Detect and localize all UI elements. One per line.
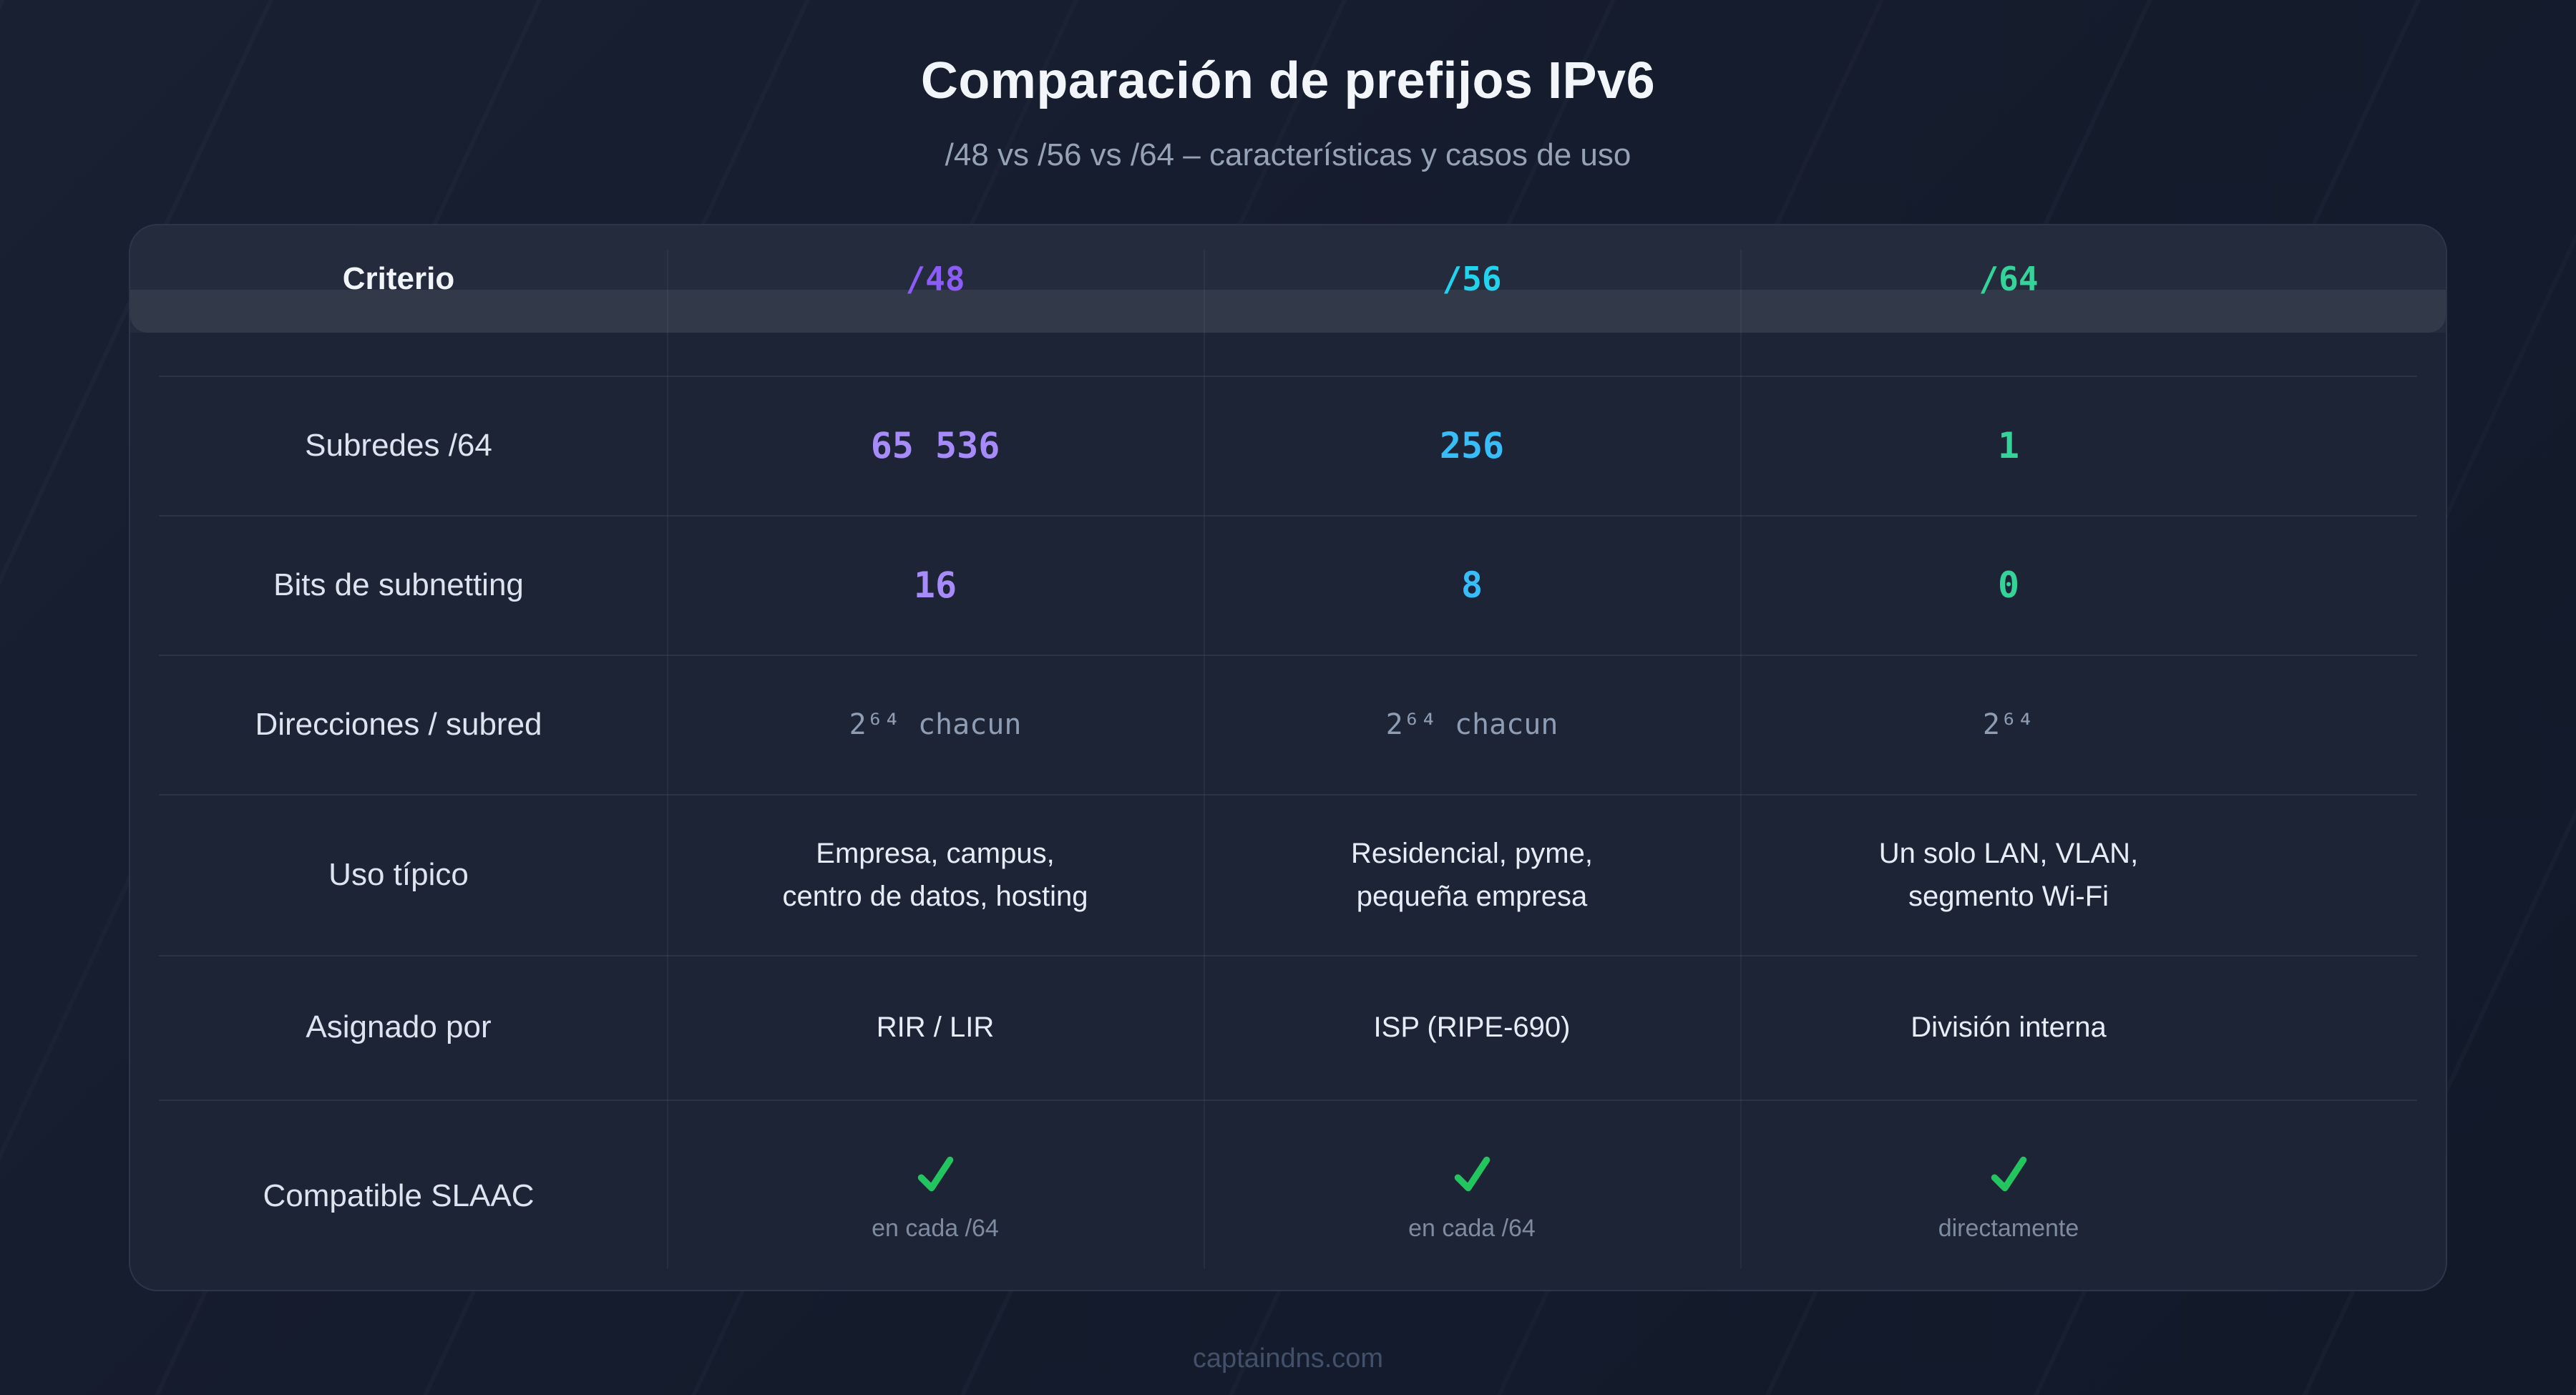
line-2: segmento Wi-Fi (1908, 880, 2109, 912)
cell-value-48: en cada /64 (667, 1150, 1204, 1243)
row-label: Compatible SLAAC (263, 1178, 535, 1213)
table-row-uso-tipico: Uso típico Empresa, campus, centro de da… (130, 794, 2446, 955)
table-row-bits: Bits de subnetting 16 8 0 (130, 515, 2446, 655)
table-row-slaac: Compatible SLAAC en cada /64 en cada /64… (130, 1100, 2446, 1290)
cell-value-56: en cada /64 (1204, 1150, 1740, 1243)
column-header-56: /56 (1442, 260, 1502, 298)
line-2: pequeña empresa (1356, 880, 1588, 912)
cell-value-64: División interna (1911, 1012, 2107, 1043)
cell-value-64: 1 (1997, 424, 2020, 466)
column-divider (1204, 250, 1205, 1268)
line-1: Empresa, campus, (816, 837, 1055, 869)
column-header-criterio: Criterio (342, 261, 455, 296)
column-divider (1740, 250, 1742, 1268)
cell-value-48: 2⁶⁴ chacun (849, 708, 1022, 741)
row-label: Uso típico (328, 856, 469, 892)
column-header-48: /48 (905, 260, 965, 298)
check-icon (1454, 1156, 1491, 1191)
row-label: Bits de subnetting (273, 567, 524, 602)
row-label: Direcciones / subred (255, 706, 542, 742)
table-header-row: Criterio /48 /56 /64 (130, 225, 2446, 333)
comparison-table-card: Criterio /48 /56 /64 Subredes /64 65 536… (129, 224, 2447, 1291)
cell-value-48: 16 (913, 564, 957, 606)
column-header-64: /64 (1979, 260, 2039, 298)
spacer-row (130, 333, 2446, 376)
line-1: Residencial, pyme, (1351, 837, 1593, 869)
check-caption: en cada /64 (872, 1214, 999, 1242)
cell-value-48: Empresa, campus, centro de datos, hostin… (667, 832, 1204, 918)
header-highlight-band (130, 290, 2446, 333)
cell-value-48: 65 536 (870, 424, 1000, 466)
table-row-subredes: Subredes /64 65 536 256 1 (130, 376, 2446, 515)
page-title: Comparación de prefijos IPv6 (920, 52, 1656, 109)
cell-value-64: 2⁶⁴ (1982, 708, 2035, 741)
check-caption: directamente (1938, 1214, 2079, 1242)
line-1: Un solo LAN, VLAN, (1878, 837, 2139, 869)
column-divider (667, 250, 668, 1268)
cell-value-56: ISP (RIPE-690) (1373, 1012, 1571, 1043)
cell-value-64: directamente (1740, 1150, 2277, 1243)
table-row-asignado: Asignado por RIR / LIR ISP (RIPE-690) Di… (130, 955, 2446, 1100)
row-label: Asignado por (306, 1009, 492, 1044)
check-caption: en cada /64 (1408, 1214, 1536, 1242)
row-label: Subredes /64 (305, 427, 492, 463)
cell-value-56: 8 (1460, 564, 1483, 606)
check-icon (1991, 1156, 2027, 1191)
line-2: centro de datos, hosting (782, 880, 1088, 912)
cell-value-56: Residencial, pyme, pequeña empresa (1204, 832, 1740, 918)
cell-value-56: 2⁶⁴ chacun (1385, 708, 1558, 741)
page-subtitle: /48 vs /56 vs /64 – características y ca… (945, 137, 1631, 172)
cell-value-64: 0 (1997, 564, 2020, 606)
footer-watermark: captaindns.com (1192, 1343, 1384, 1374)
cell-value-64: Un solo LAN, VLAN, segmento Wi-Fi (1740, 832, 2277, 918)
cell-value-56: 256 (1439, 424, 1505, 466)
cell-value-48: RIR / LIR (876, 1012, 995, 1043)
table-row-direcciones: Direcciones / subred 2⁶⁴ chacun 2⁶⁴ chac… (130, 655, 2446, 794)
check-icon (917, 1156, 954, 1191)
